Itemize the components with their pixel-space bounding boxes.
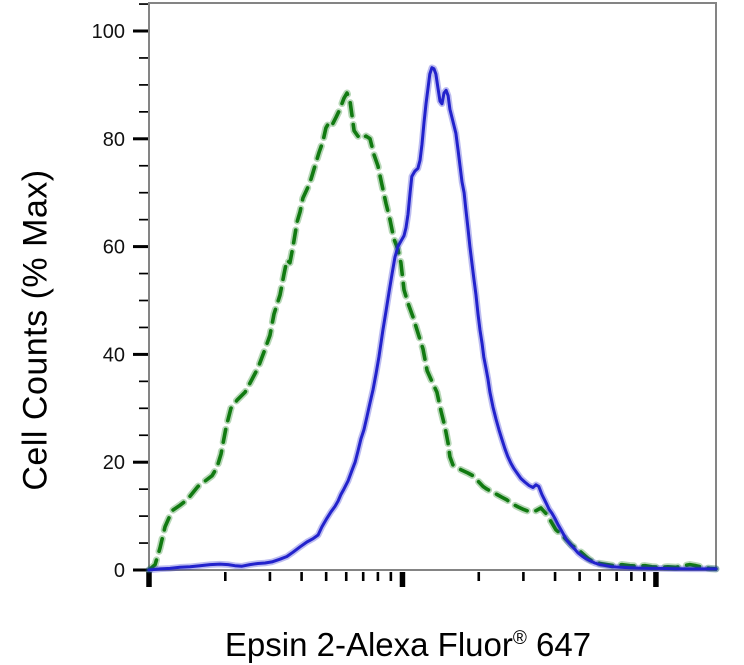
y-tick-label: 80 <box>103 129 125 151</box>
x-axis-label-main: Epsin 2-Alexa Fluor <box>224 626 513 663</box>
y-tick-label: 20 <box>103 452 125 474</box>
registered-trademark-symbol: ® <box>512 628 527 649</box>
y-tick-label: 60 <box>103 237 125 259</box>
x-axis-label-tail: 647 <box>526 626 592 663</box>
curve-halo-solid_blue_epsin2 <box>145 64 720 574</box>
curve-halo-dashed_green_control <box>145 89 720 574</box>
y-tick-label: 0 <box>114 560 125 582</box>
y-tick-label: 100 <box>92 21 125 43</box>
curve-dashed_green_control <box>147 91 718 572</box>
y-axis-label: Cell Counts (% Max) <box>16 169 55 491</box>
y-tick-label: 40 <box>103 344 125 366</box>
curve-solid_blue_epsin2 <box>147 66 718 572</box>
plot-frame <box>148 2 717 571</box>
x-axis-label: Epsin 2-Alexa Fluor® 647 <box>225 626 591 664</box>
